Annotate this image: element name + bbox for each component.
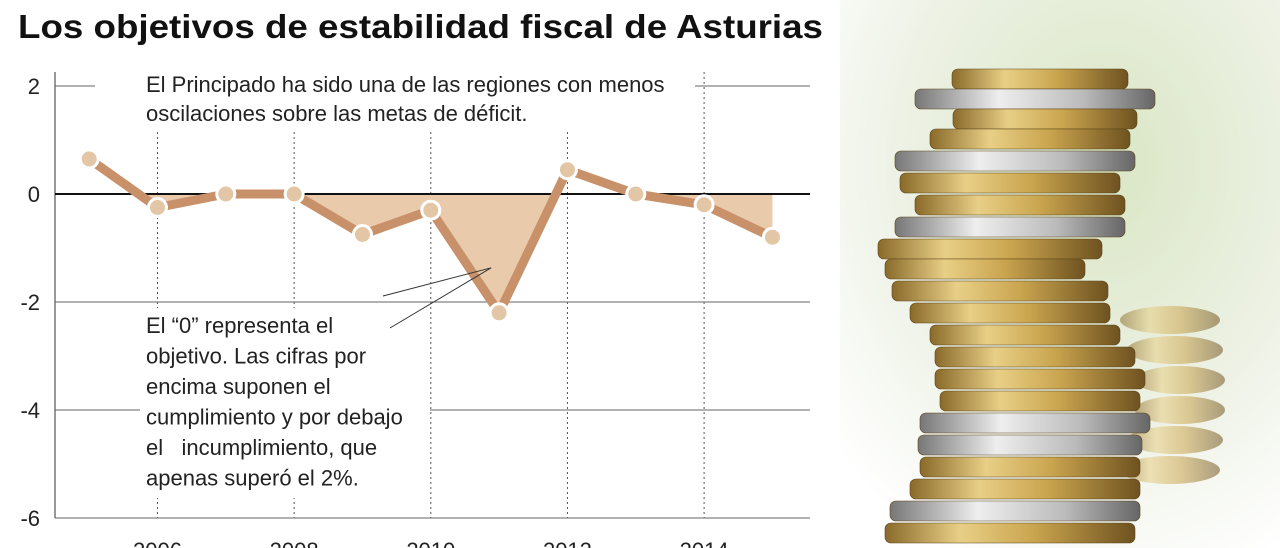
coin xyxy=(1120,456,1220,484)
annotation: apenas superó el 2%. xyxy=(146,466,359,491)
annotation: encima suponen el xyxy=(146,374,331,399)
coin xyxy=(909,478,1141,500)
coin xyxy=(914,88,1156,110)
point xyxy=(283,183,305,205)
point xyxy=(146,197,168,218)
x-tick-label: 2010 xyxy=(406,538,455,548)
annotation-bg xyxy=(95,66,695,130)
x-tick-label: 2006 xyxy=(133,538,182,548)
point xyxy=(556,159,578,181)
coin xyxy=(929,128,1131,150)
coin xyxy=(934,368,1146,390)
coin xyxy=(877,238,1103,260)
annotation: cumplimiento y por debajo xyxy=(146,405,403,430)
y-tick-label: 2 xyxy=(28,74,40,99)
annotation-bg xyxy=(140,308,430,498)
coin xyxy=(952,108,1138,130)
coin xyxy=(934,346,1136,368)
annotation: El Principado ha sido una de las regione… xyxy=(146,72,665,97)
point xyxy=(420,199,442,221)
coin xyxy=(1127,426,1223,454)
point xyxy=(693,194,715,216)
coin xyxy=(1120,306,1220,334)
coin xyxy=(1135,366,1225,394)
point xyxy=(625,183,647,205)
point xyxy=(488,302,510,324)
coin xyxy=(909,302,1111,324)
coin xyxy=(894,216,1126,238)
coin xyxy=(939,390,1141,412)
x-tick-label: 2012 xyxy=(543,538,592,548)
point xyxy=(78,148,100,170)
annotation: objetivo. Las cifras por xyxy=(146,344,366,369)
coin xyxy=(919,412,1151,434)
coin xyxy=(891,280,1109,302)
coin-photo xyxy=(840,0,1280,548)
area xyxy=(89,194,773,313)
x-tick-label: 2014 xyxy=(680,538,729,548)
coin xyxy=(929,324,1121,346)
y-tick-label: 0 xyxy=(28,182,40,207)
y-tick-label: -6 xyxy=(20,506,40,531)
pointer xyxy=(389,267,492,329)
coin xyxy=(914,194,1126,216)
annotation: El “0” representa el xyxy=(146,313,333,338)
chart-title: Los objetivos de estabilidad fiscal de A… xyxy=(18,8,823,45)
coin xyxy=(951,68,1129,90)
annotation: oscilaciones sobre las metas de déficit. xyxy=(146,101,528,126)
coin xyxy=(889,500,1141,522)
pointer xyxy=(382,267,492,297)
coin xyxy=(919,456,1141,478)
coin xyxy=(884,258,1086,280)
coin xyxy=(917,434,1143,456)
coin xyxy=(899,172,1121,194)
coin xyxy=(884,522,1136,544)
coin xyxy=(894,150,1136,172)
point xyxy=(215,183,237,205)
annotation: el incumplimiento, que xyxy=(146,435,377,460)
point xyxy=(351,224,373,245)
line xyxy=(86,155,775,318)
y-tick-label: -2 xyxy=(20,290,40,315)
point xyxy=(761,226,783,248)
y-tick-label: -4 xyxy=(20,398,40,423)
coin xyxy=(1135,396,1225,424)
coin xyxy=(1127,336,1223,364)
x-tick-label: 2008 xyxy=(270,538,319,548)
